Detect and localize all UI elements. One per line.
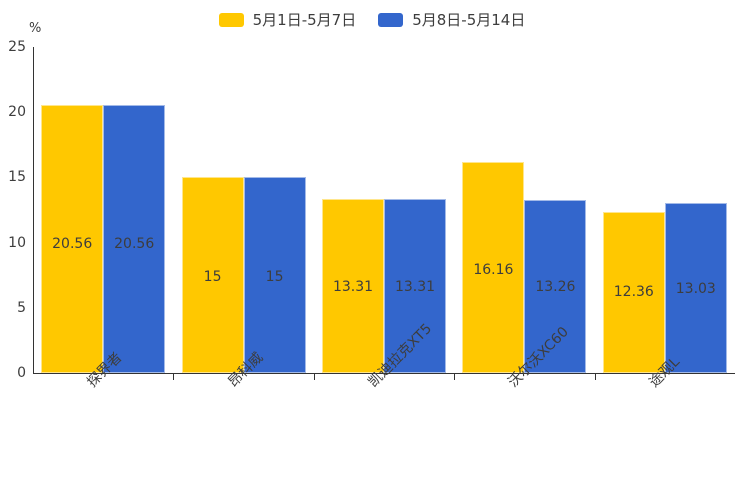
bar-value-label: 12.36 — [613, 284, 654, 301]
legend-label-series-1: 5月8日-5月14日 — [412, 10, 526, 29]
bar-value-label: 20.56 — [52, 236, 93, 253]
bar-series-0-cat-2[interactable]: 13.31 — [322, 199, 384, 373]
y-axis-tick-label: 25 — [8, 39, 26, 55]
x-axis-tick — [313, 374, 315, 380]
bar-series-1-cat-0[interactable]: 20.56 — [103, 104, 166, 373]
bar-value-label: 20.56 — [114, 236, 155, 253]
x-axis-tick — [173, 374, 175, 380]
bar-value-label: 13.31 — [394, 278, 436, 295]
bar-series-1-cat-2[interactable]: 13.31 — [384, 199, 446, 373]
bar-series-1-cat-3[interactable]: 13.26 — [524, 200, 587, 373]
x-axis-tick — [594, 374, 596, 380]
bar-series-0-cat-4[interactable]: 12.36 — [602, 211, 665, 373]
legend-label-series-0: 5月1日-5月7日 — [252, 10, 357, 29]
x-axis-line — [33, 373, 735, 374]
bar-value-label: 16.16 — [473, 262, 514, 279]
chart-legend: 5月1日-5月7日 5月8日-5月14日 — [0, 9, 744, 31]
legend-swatch-icon-series-0 — [218, 13, 244, 27]
y-axis-tick-label: 0 — [17, 365, 26, 381]
y-axis-tick-labels: 0 5 10 15 20 25 — [0, 40, 26, 380]
legend-item-series-1[interactable]: 5月8日-5月14日 — [378, 10, 526, 29]
y-axis-tick-label: 10 — [8, 234, 26, 251]
bar-value-label: 15 — [203, 268, 222, 285]
bar-series-0-cat-1[interactable]: 15 — [181, 177, 244, 373]
y-axis-tick-label: 5 — [17, 299, 26, 316]
bar-series-0-cat-3[interactable]: 16.16 — [462, 162, 525, 373]
bar-series-1-cat-4[interactable]: 13.03 — [664, 203, 727, 373]
y-axis-line — [33, 47, 34, 374]
legend-swatch-icon-series-1 — [378, 13, 404, 27]
bar-series-1-cat-1[interactable]: 15 — [243, 177, 306, 373]
bar-value-label: 13.03 — [675, 280, 716, 297]
bar-value-label: 13.31 — [332, 278, 374, 295]
y-axis-tick-label: 20 — [8, 104, 26, 121]
y-axis-tick-label: 15 — [8, 169, 26, 186]
legend-item-series-0[interactable]: 5月1日-5月7日 — [218, 10, 357, 29]
bar-value-label: 13.26 — [535, 279, 576, 296]
x-axis-tick — [454, 374, 456, 380]
y-axis-unit-label: % — [29, 21, 42, 36]
bar-value-label: 15 — [265, 268, 284, 285]
bar-series-0-cat-0[interactable]: 20.56 — [41, 104, 104, 373]
plot-area: 20.56 20.56 15 15 13.31 13.31 16.16 13.26 12.36 1… — [33, 47, 735, 373]
